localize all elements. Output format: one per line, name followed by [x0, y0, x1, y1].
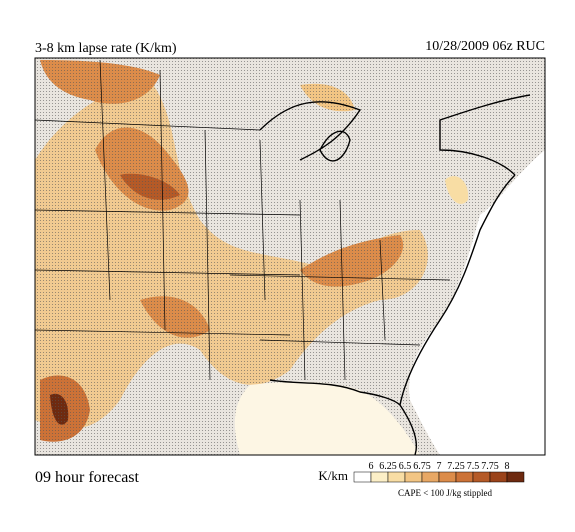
map-title: 3-8 km lapse rate (K/km) — [35, 41, 177, 56]
gulf-of-mexico — [234, 381, 420, 455]
colorbar-box — [370, 471, 389, 483]
forecast-hour: 09 hour forecast — [35, 469, 140, 486]
colorbar-label: 7.5 — [467, 461, 480, 472]
lapse-rate-area — [445, 176, 469, 204]
colorbar-box — [353, 471, 372, 483]
colorbar-label: 7.75 — [481, 461, 499, 472]
legend-unit: K/km — [318, 468, 348, 483]
colorbar: 6 6.25 6.5 6.75 7 7.25 7.5 7.75 8 — [353, 461, 525, 483]
colorbar-label: 6 — [369, 461, 374, 472]
boundaries — [35, 59, 531, 455]
atlantic-ocean — [409, 150, 545, 455]
colorbar-box — [438, 471, 457, 483]
map-frame — [34, 57, 546, 456]
colorbar-label: 6.5 — [399, 461, 412, 472]
colorbar-box — [506, 471, 525, 483]
stipple-note: CAPE < 100 J/kg stippled — [398, 488, 493, 498]
colorbar-box — [387, 471, 406, 483]
colorbar-label: 7 — [437, 461, 442, 472]
colorbar-box — [489, 471, 508, 483]
colorbar-box — [421, 471, 440, 483]
valid-time: 10/28/2009 06z RUC — [425, 39, 545, 54]
colorbar-box — [404, 471, 423, 483]
map — [35, 58, 545, 455]
colorbar-box — [455, 471, 474, 483]
colorbar-label: 6.75 — [413, 461, 431, 472]
colorbar-label: 6.25 — [379, 461, 397, 472]
colorbar-label: 7.25 — [447, 461, 465, 472]
colorbar-label: 8 — [505, 461, 510, 472]
colorbar-box — [472, 471, 491, 483]
